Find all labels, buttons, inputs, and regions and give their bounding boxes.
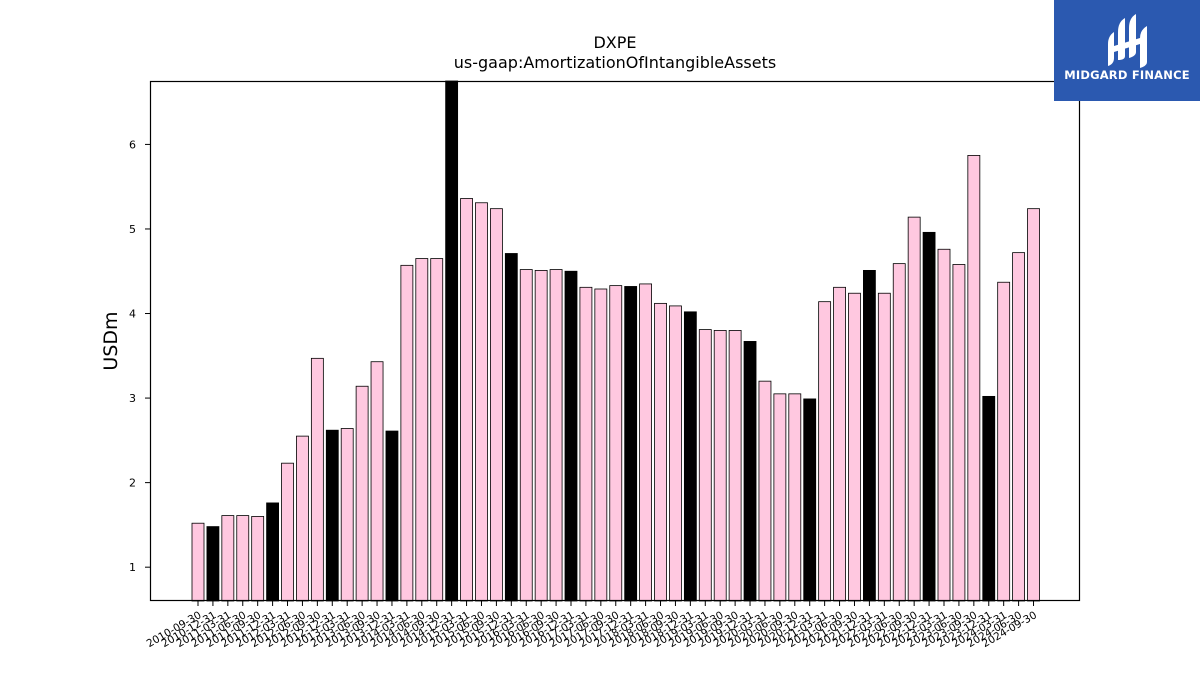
bar-2015-09-30 bbox=[489, 208, 503, 602]
bar-2019-06-30 bbox=[713, 330, 727, 602]
bar-2019-03-31 bbox=[698, 329, 712, 602]
bar-2020-03-31 bbox=[758, 380, 772, 602]
chart-title: DXPE bbox=[593, 33, 636, 52]
bar-2022-06-30 bbox=[892, 263, 906, 602]
bar-2022-09-30 bbox=[907, 216, 921, 602]
bar-2014-06-30 bbox=[415, 258, 429, 602]
bar-2022-03-31 bbox=[877, 292, 891, 602]
bar-2020-12-31 bbox=[803, 398, 817, 602]
bar-2020-06-30 bbox=[773, 393, 787, 602]
bar-2019-12-31 bbox=[743, 341, 757, 602]
bar-2023-06-30 bbox=[952, 264, 966, 602]
bar-2010-12-31 bbox=[206, 526, 220, 602]
bar-2016-12-31 bbox=[564, 270, 578, 602]
bar-2019-09-30 bbox=[728, 330, 742, 602]
bar-2012-09-30 bbox=[310, 357, 324, 602]
midgard-logo-icon bbox=[1108, 14, 1147, 68]
y-tick-label: 6 bbox=[129, 138, 136, 151]
bar-2018-12-31 bbox=[683, 311, 697, 602]
bar-2015-12-31 bbox=[504, 253, 518, 602]
bar-2012-12-31 bbox=[325, 429, 339, 602]
bar-2016-03-31 bbox=[519, 269, 533, 602]
bar-2021-06-30 bbox=[833, 286, 846, 602]
bar-2023-03-31 bbox=[937, 248, 951, 602]
bar-2021-03-31 bbox=[818, 301, 832, 602]
bar-2010-09-30 bbox=[191, 522, 205, 602]
bar-2024-06-30 bbox=[1012, 252, 1025, 602]
bar-2016-09-30 bbox=[549, 269, 563, 602]
bar-2013-12-31 bbox=[385, 430, 399, 602]
bar-2013-03-31 bbox=[340, 428, 354, 602]
bar-2012-03-31 bbox=[281, 462, 294, 602]
bar-2018-06-30 bbox=[654, 302, 667, 602]
bar-2015-06-30 bbox=[475, 202, 488, 602]
bar-2021-09-30 bbox=[848, 292, 861, 602]
y-tick-label: 1 bbox=[129, 561, 136, 574]
bar-2014-09-30 bbox=[430, 258, 444, 602]
y-axis-ticks: 1 2 3 4 5 6 bbox=[129, 138, 150, 574]
y-tick-label: 5 bbox=[129, 223, 136, 236]
bar-2011-06-30 bbox=[236, 515, 250, 602]
bar-2014-03-31 bbox=[400, 264, 414, 602]
bar-2017-09-30 bbox=[609, 285, 623, 602]
bars-group bbox=[191, 80, 1040, 602]
y-tick-label: 2 bbox=[129, 477, 136, 490]
x-axis-ticks: 2010-09-302010-12-312011-03-312011-06-30… bbox=[145, 601, 1039, 650]
bar-2023-12-31 bbox=[982, 395, 996, 602]
bar-2011-09-30 bbox=[251, 516, 265, 602]
y-tick-label: 4 bbox=[129, 308, 136, 321]
bar-2018-03-31 bbox=[639, 283, 652, 602]
bar-2011-12-31 bbox=[266, 502, 280, 602]
bar-2017-06-30 bbox=[594, 288, 608, 602]
brand-logo: MIDGARD FINANCE bbox=[1054, 0, 1200, 101]
bar-2018-09-30 bbox=[669, 305, 682, 602]
bar-2016-06-30 bbox=[534, 269, 548, 602]
bar-2017-12-31 bbox=[624, 286, 638, 602]
bar-2023-09-30 bbox=[967, 155, 981, 602]
bar-2015-03-31 bbox=[460, 198, 473, 602]
plot-frame bbox=[149, 80, 1081, 602]
bar-2013-06-30 bbox=[355, 385, 369, 602]
bar-2017-03-31 bbox=[579, 286, 593, 602]
y-tick-label: 3 bbox=[129, 392, 136, 405]
bar-2024-09-30 bbox=[1027, 208, 1040, 602]
bar-2011-03-31 bbox=[221, 515, 235, 602]
bar-2022-12-31 bbox=[922, 231, 936, 602]
y-axis-label: USDm bbox=[100, 311, 122, 370]
bar-2021-12-31 bbox=[863, 269, 876, 602]
bar-2012-06-30 bbox=[296, 435, 309, 602]
bar-2014-12-31 bbox=[445, 80, 459, 602]
brand-name: MIDGARD FINANCE bbox=[1064, 68, 1190, 82]
chart-subtitle: us-gaap:AmortizationOfIntangibleAssets bbox=[454, 53, 776, 72]
bar-2020-09-30 bbox=[788, 393, 802, 602]
bar-2024-03-31 bbox=[997, 281, 1011, 602]
bar-2013-09-30 bbox=[370, 361, 384, 602]
